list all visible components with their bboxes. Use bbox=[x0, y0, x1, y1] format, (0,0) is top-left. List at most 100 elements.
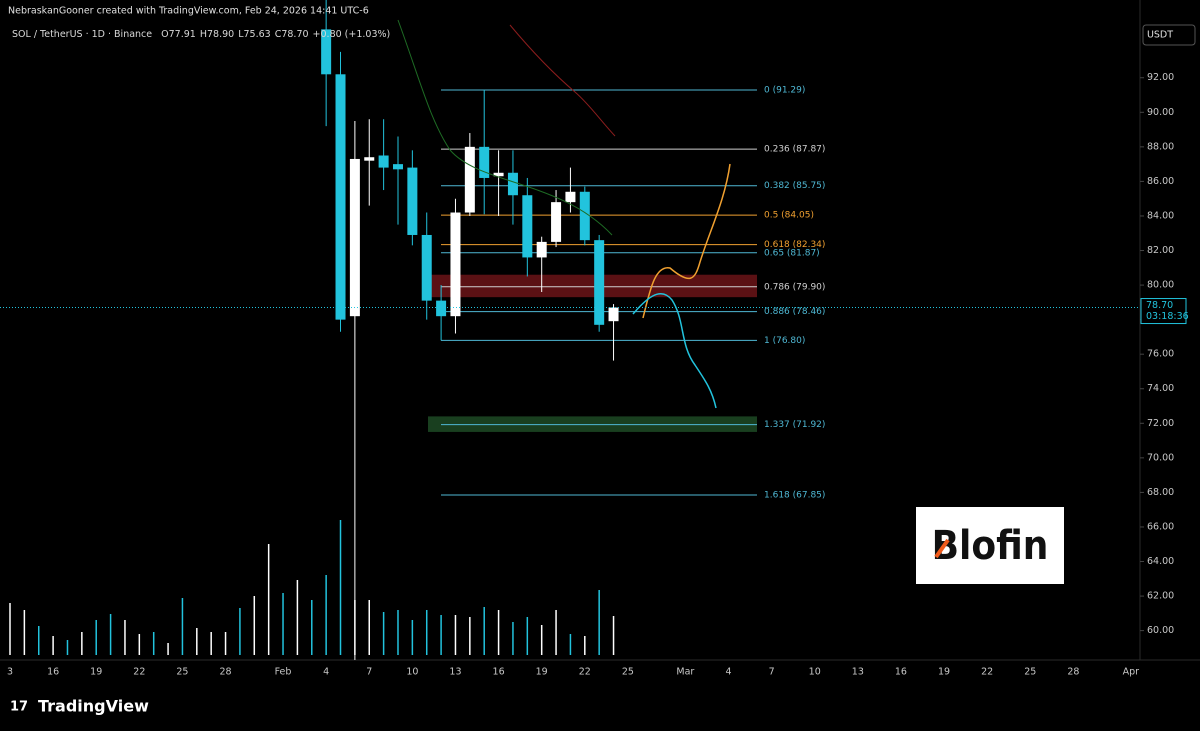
moving-average bbox=[509, 24, 616, 137]
candle-body bbox=[565, 191, 576, 203]
x-tick-label: 16 bbox=[895, 667, 907, 678]
zone bbox=[428, 416, 757, 432]
candle-body bbox=[579, 191, 590, 241]
fib-label: 0 (91.29) bbox=[764, 86, 805, 96]
x-tick-label: 16 bbox=[47, 667, 59, 678]
currency-box[interactable] bbox=[1142, 24, 1196, 46]
x-tick-label: 13 bbox=[449, 667, 461, 678]
legend-label: C bbox=[275, 29, 282, 40]
y-tick-label: 74.00 bbox=[1147, 383, 1174, 394]
x-tick-label: 22 bbox=[133, 667, 145, 678]
fib-label: 0.618 (82.34) bbox=[764, 240, 825, 250]
x-tick-label: 3 bbox=[7, 667, 13, 678]
x-tick-label: 25 bbox=[622, 667, 634, 678]
currency[interactable]: USDT bbox=[1147, 30, 1173, 41]
candle-body bbox=[407, 167, 418, 235]
y-tick-label: 80.00 bbox=[1147, 280, 1174, 291]
legend-label: H bbox=[200, 29, 207, 40]
y-tick-label: 82.00 bbox=[1147, 245, 1174, 256]
legend-label: L bbox=[238, 29, 244, 40]
candle-body bbox=[364, 157, 375, 161]
x-tick-label: 25 bbox=[176, 667, 188, 678]
y-tick-label: 84.00 bbox=[1147, 210, 1174, 221]
x-tick-label: Mar bbox=[676, 667, 694, 678]
x-tick-label: 10 bbox=[809, 667, 821, 678]
x-tick-label: Feb bbox=[275, 667, 292, 678]
x-tick-label: 7 bbox=[366, 667, 372, 678]
x-tick-label: 28 bbox=[1067, 667, 1079, 678]
legend-value: 75.63 bbox=[244, 29, 271, 40]
y-tick-label: 88.00 bbox=[1147, 141, 1174, 152]
fib-label: 1.618 (67.85) bbox=[764, 491, 825, 501]
y-tick-label: 70.00 bbox=[1147, 452, 1174, 463]
brand-icon: 17 bbox=[10, 700, 28, 715]
y-tick-label: 86.00 bbox=[1147, 176, 1174, 187]
candle-body bbox=[536, 241, 547, 258]
y-tick-label: 92.00 bbox=[1147, 72, 1174, 83]
x-tick-label: 4 bbox=[725, 667, 731, 678]
x-tick-label: 25 bbox=[1024, 667, 1036, 678]
symbol-legend: SOL / TetherUS · 1D · Binance O77.91 H 78.… bbox=[12, 29, 390, 40]
candle-body bbox=[392, 164, 403, 170]
x-tick-label: 22 bbox=[579, 667, 591, 678]
candle-body bbox=[507, 172, 518, 196]
candle-body bbox=[493, 172, 504, 177]
candle-body bbox=[421, 234, 432, 301]
fib-label: 0.786 (79.90) bbox=[764, 282, 825, 292]
y-tick-label: 90.00 bbox=[1147, 107, 1174, 118]
y-tick-label: 60.00 bbox=[1147, 625, 1174, 636]
x-tick-label: 22 bbox=[981, 667, 993, 678]
candle-body bbox=[436, 300, 447, 317]
last-price-box bbox=[1140, 298, 1187, 325]
countdown: 03:18:36 bbox=[1146, 311, 1189, 322]
x-tick-label: 28 bbox=[220, 667, 232, 678]
projection-down bbox=[632, 293, 717, 409]
y-tick-label: 76.00 bbox=[1147, 349, 1174, 360]
fib-label: 1.337 (71.92) bbox=[764, 420, 825, 430]
x-tick-label: 4 bbox=[323, 667, 329, 678]
x-tick-label: 7 bbox=[769, 667, 775, 678]
plot-area: 0 (91.29) 0.236 (87.87) 0.382 (85.75) 0.5 (… bbox=[9, 0, 825, 660]
x-tick-label: 16 bbox=[493, 667, 505, 678]
moving-average bbox=[397, 19, 613, 236]
fib-label: 0.65 (81.87) bbox=[764, 248, 820, 258]
fib-label: 1 (76.80) bbox=[764, 336, 805, 346]
x-tick-label: 19 bbox=[536, 667, 548, 678]
x-tick-label: 13 bbox=[852, 667, 864, 678]
candle-body bbox=[594, 240, 605, 325]
x-tick-label: 19 bbox=[938, 667, 950, 678]
legend-value: 78.70 bbox=[281, 29, 308, 40]
x-tick-label: 19 bbox=[90, 667, 102, 678]
change: +0.80 (+1.03%) bbox=[313, 29, 391, 40]
x-tick-label: 10 bbox=[406, 667, 418, 678]
watermark-box bbox=[916, 507, 1064, 584]
legend-value: 77.91 bbox=[169, 29, 196, 40]
candle-body bbox=[479, 146, 490, 178]
y-tick-label: 62.00 bbox=[1147, 591, 1174, 602]
y-tick-label: 66.00 bbox=[1147, 521, 1174, 532]
candle-body bbox=[321, 29, 332, 75]
candle-body bbox=[378, 155, 389, 168]
candle-body bbox=[551, 202, 562, 242]
candle-body bbox=[608, 307, 619, 322]
projection-up bbox=[642, 163, 731, 319]
candle-body bbox=[464, 146, 475, 213]
x-tick-label: Apr bbox=[1123, 667, 1140, 678]
symbol: SOL / TetherUS · 1D · Binance bbox=[12, 29, 152, 40]
y-tick-label: 72.00 bbox=[1147, 418, 1174, 429]
legend-label: O bbox=[161, 29, 168, 40]
candle-body bbox=[349, 158, 360, 317]
fib-label: 0.886 (78.46) bbox=[764, 307, 825, 317]
fib-label: 0.236 (87.87) bbox=[764, 145, 825, 155]
fib-label: 0.382 (85.75) bbox=[764, 181, 825, 191]
candle-body bbox=[335, 74, 346, 320]
watermark-accent bbox=[934, 538, 950, 559]
y-tick-label: 64.00 bbox=[1147, 556, 1174, 567]
fib-label: 0.5 (84.05) bbox=[764, 211, 814, 221]
credit: NebraskanGooner created with TradingView… bbox=[8, 6, 369, 17]
zone bbox=[428, 274, 757, 298]
last-price-label: 78.70 bbox=[1146, 300, 1173, 311]
